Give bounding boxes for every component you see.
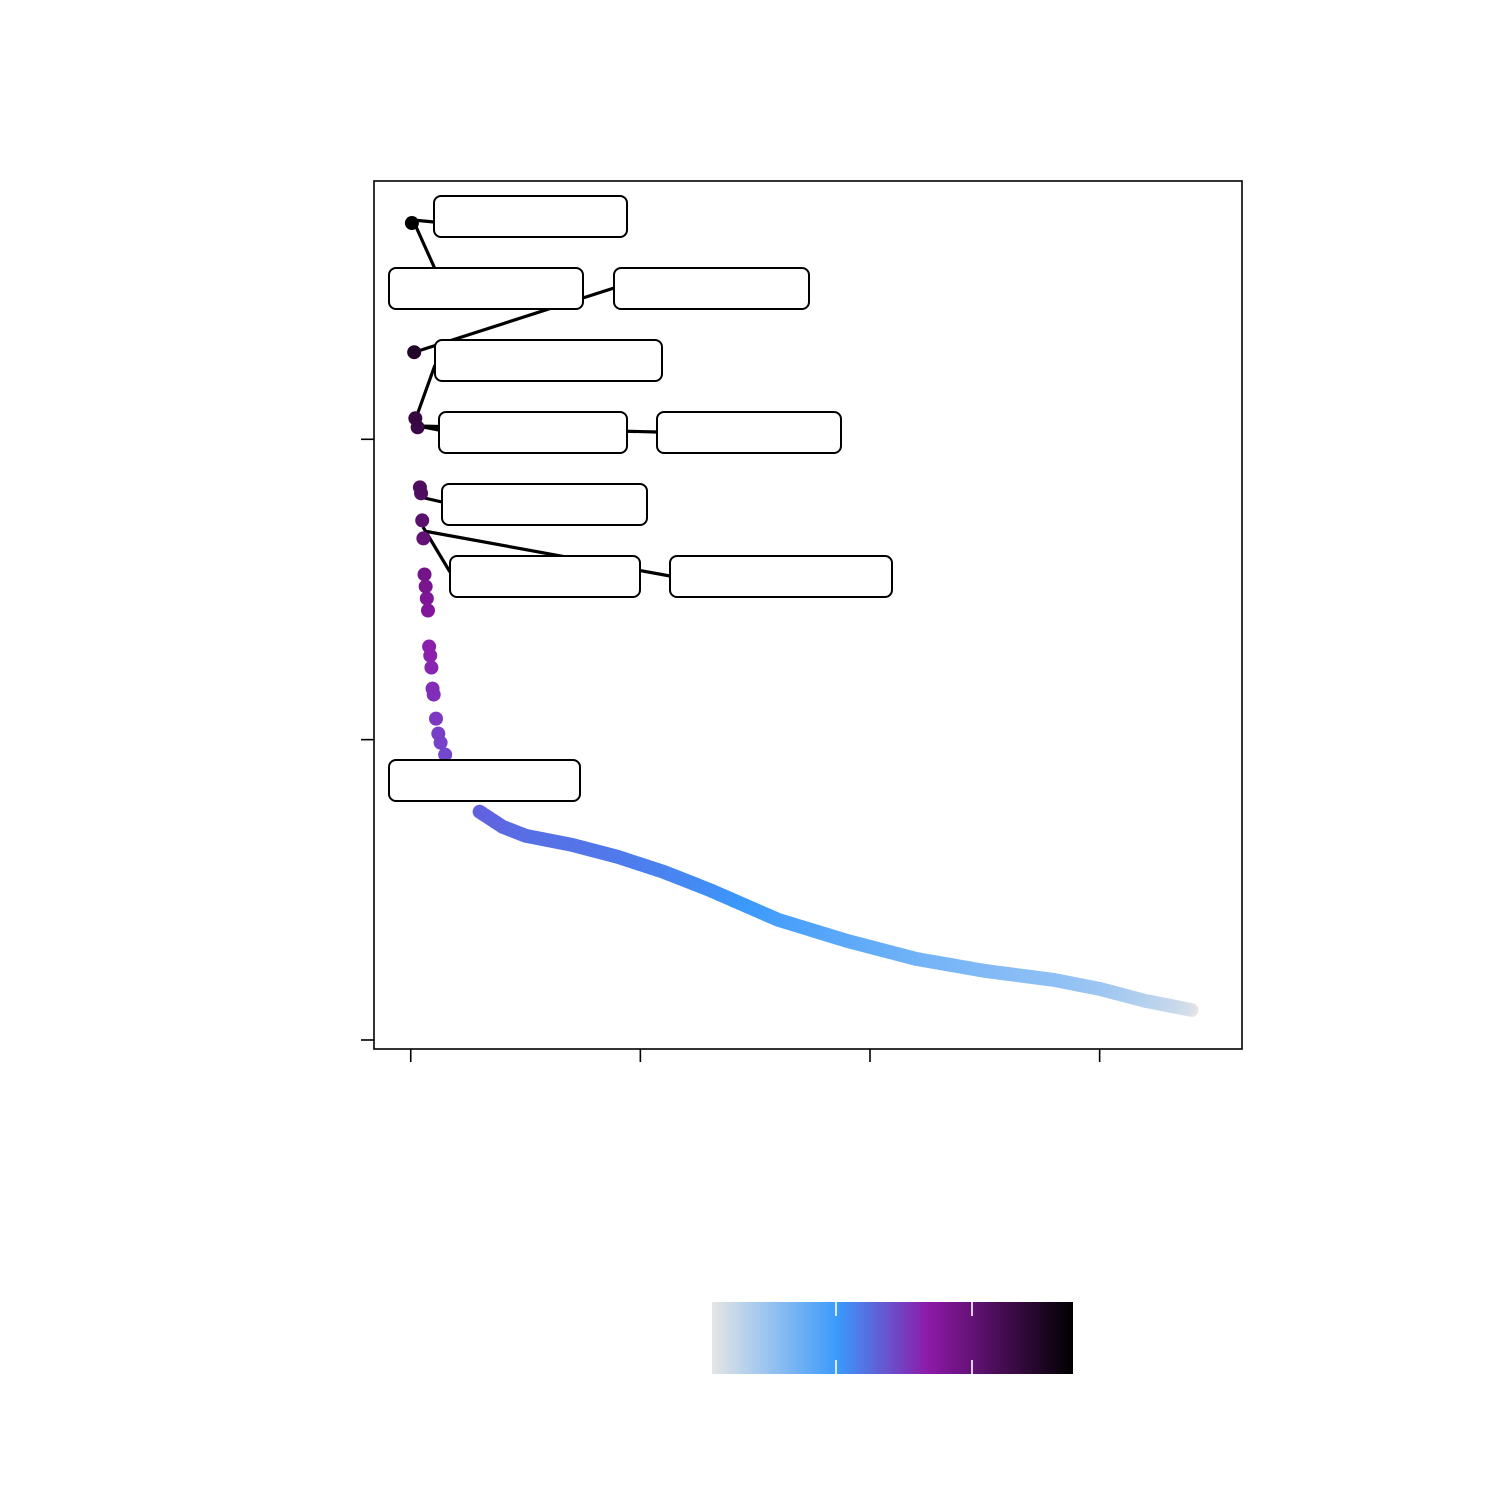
annotation-labels	[388, 195, 893, 802]
annotation-label	[388, 267, 584, 310]
annotation-label	[388, 759, 581, 802]
annotation-label	[449, 555, 641, 598]
label-box	[388, 759, 581, 802]
annotation-label	[433, 195, 628, 238]
data-point	[408, 411, 423, 426]
label-box	[669, 555, 893, 598]
data-point	[407, 345, 422, 360]
data-point	[422, 639, 437, 654]
annotation-label	[441, 483, 648, 526]
data-points	[404, 216, 1199, 1017]
data-point	[420, 603, 435, 618]
data-point	[412, 480, 427, 495]
data-point	[425, 681, 440, 696]
label-box	[438, 411, 628, 454]
data-point	[416, 531, 431, 546]
colorbar-ticks	[835, 1302, 973, 1374]
data-point	[472, 804, 487, 819]
plot-frame	[373, 180, 1243, 1050]
data-point	[424, 660, 439, 675]
label-box	[449, 555, 641, 598]
label-box	[656, 411, 842, 454]
label-box	[434, 339, 663, 382]
label-box	[613, 267, 810, 310]
data-point	[417, 567, 432, 582]
label-box	[388, 267, 584, 310]
annotation-label	[669, 555, 893, 598]
data-point	[431, 726, 446, 741]
label-box	[433, 195, 628, 238]
data-point	[429, 711, 443, 726]
axis-ticks	[361, 438, 1101, 1062]
data-point	[438, 747, 453, 762]
color-legend	[712, 1302, 1073, 1374]
annotation-label	[656, 411, 842, 454]
colorbar	[712, 1302, 1073, 1374]
data-point	[415, 513, 430, 528]
annotation-label	[434, 339, 663, 382]
leader-line	[414, 364, 437, 419]
annotation-label	[613, 267, 810, 310]
annotation-label	[438, 411, 628, 454]
data-point	[404, 216, 419, 231]
data-point	[418, 579, 433, 594]
data-point	[419, 591, 434, 606]
label-box	[441, 483, 648, 526]
